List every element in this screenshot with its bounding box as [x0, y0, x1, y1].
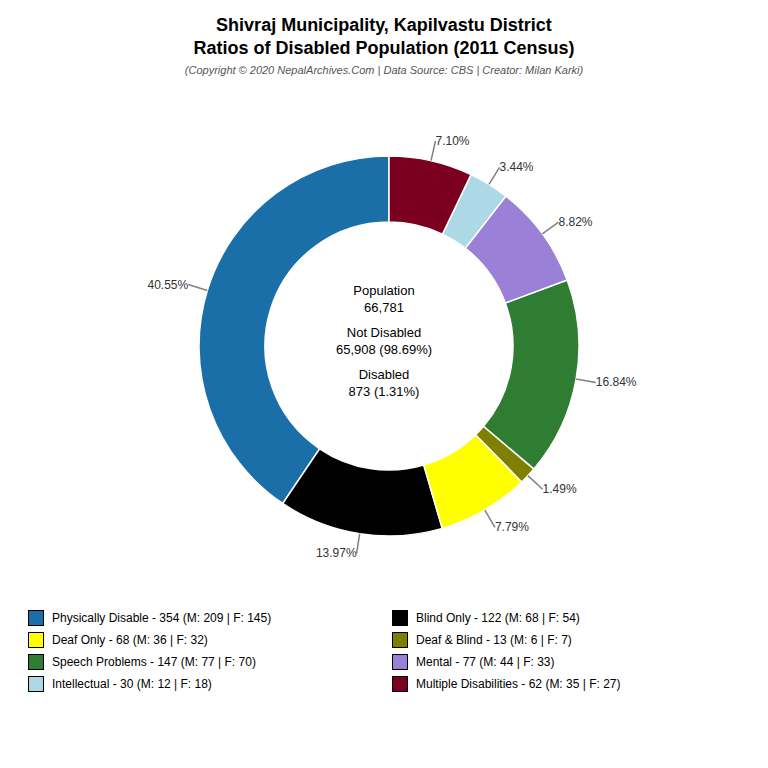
html-text:(Copyright © 2020 NepalArchive: (Copyright © 2020 NepalArchives.Com | Da…	[184, 64, 584, 76]
html-text:873 (1.31%): 873 (1.31%)	[348, 384, 420, 399]
html-text:Not Disabled: Not Disabled	[346, 325, 422, 340]
html-text:65,908 (98.69%): 65,908 (98.69%)	[335, 342, 433, 357]
html-text:Ratios of Disabled Population: Ratios of Disabled Population (2011 Cens…	[193, 38, 575, 58]
html-text:Disabled: Disabled	[358, 367, 410, 382]
svg-text:40.55%: 40.55%	[147, 278, 188, 292]
html-text:Speech Problems - 147 (M: 77 |: Speech Problems - 147 (M: 77 | F: 70)	[52, 655, 256, 669]
html-text:Blind Only - 122 (M: 68 | F: 5: Blind Only - 122 (M: 68 | F: 54)	[416, 611, 580, 625]
html-text:Population: Population	[353, 283, 415, 298]
html-text:Deaf & Blind - 13 (M: 6 | F: 7: Deaf & Blind - 13 (M: 6 | F: 7)	[416, 633, 572, 647]
svg-text:1.49%: 1.49%	[543, 482, 577, 496]
html-text:Deaf Only - 68 (M: 36 | F: 32): Deaf Only - 68 (M: 36 | F: 32)	[52, 633, 208, 647]
svg-text:16.84%: 16.84%	[596, 375, 637, 389]
html-text:Multiple Disabilities - 62 (M:: Multiple Disabilities - 62 (M: 35 | F: 2…	[416, 677, 621, 691]
svg-text:13.97%: 13.97%	[316, 546, 357, 560]
svg-text:3.44%: 3.44%	[500, 160, 534, 174]
html-text:66,781: 66,781	[364, 300, 404, 315]
svg-text:7.79%: 7.79%	[495, 520, 529, 534]
svg-text:7.10%: 7.10%	[435, 134, 469, 148]
html-text:Physically Disable - 354 (M: 2: Physically Disable - 354 (M: 209 | F: 14…	[52, 611, 272, 625]
html-text:Intellectual - 30 (M: 12 | F:: Intellectual - 30 (M: 12 | F: 18)	[52, 677, 212, 691]
html-text:Shivraj Municipality, Kapilvas: Shivraj Municipality, Kapilvastu Distric…	[216, 15, 552, 35]
html-text:Mental - 77 (M: 44 | F: 33): Mental - 77 (M: 44 | F: 33)	[416, 655, 555, 669]
svg-text:8.82%: 8.82%	[559, 215, 593, 229]
